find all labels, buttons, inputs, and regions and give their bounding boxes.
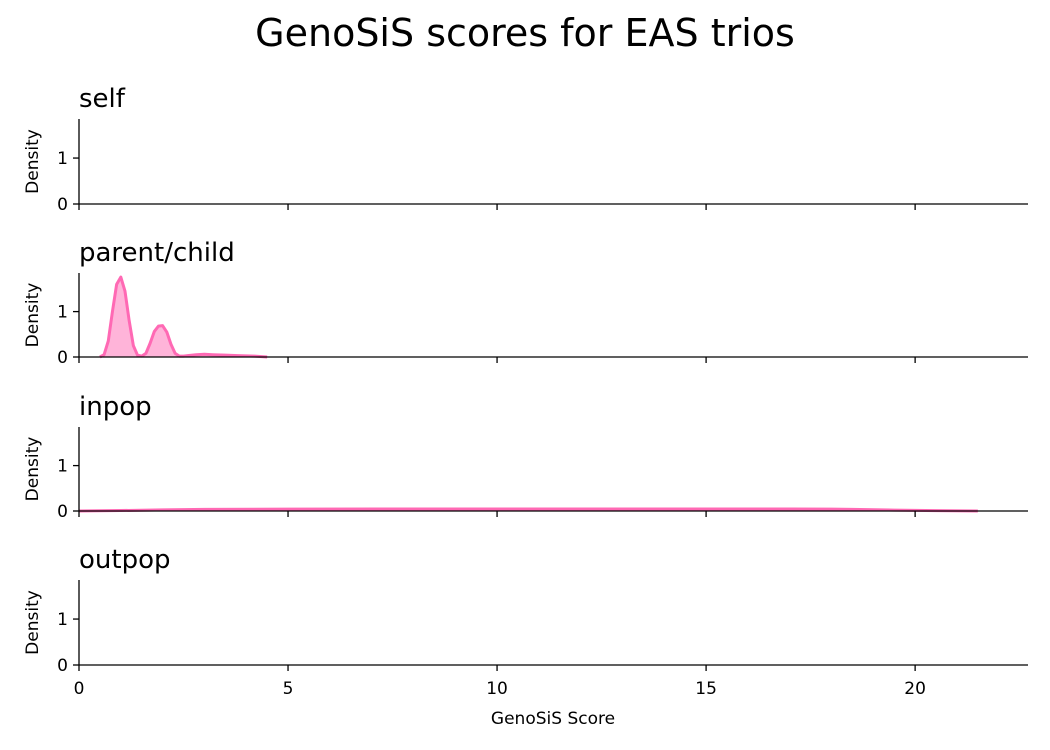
x-tick-label: 0 bbox=[74, 679, 85, 699]
panel-title: inpop bbox=[79, 392, 152, 422]
y-axis-label: Density bbox=[23, 437, 43, 502]
x-tick-label: 5 bbox=[283, 679, 294, 699]
panel-title: outpop bbox=[79, 545, 171, 575]
y-tick-label: 1 bbox=[57, 610, 68, 630]
y-tick-label: 0 bbox=[57, 502, 68, 522]
x-tick-label: 15 bbox=[695, 679, 717, 699]
y-tick-label: 1 bbox=[57, 303, 68, 323]
panel-title: self bbox=[79, 84, 126, 114]
panel-2: inpop Density 0 1 bbox=[23, 392, 1028, 522]
x-axis-label: GenoSiS Score bbox=[491, 709, 615, 729]
y-axis-label: Density bbox=[23, 590, 43, 655]
x-tick-label: 20 bbox=[904, 679, 926, 699]
density-line bbox=[99, 275, 268, 359]
y-axis-label: Density bbox=[23, 129, 43, 194]
y-tick-label: 0 bbox=[57, 656, 68, 676]
density-line bbox=[78, 507, 978, 513]
x-tick-label: 10 bbox=[486, 679, 508, 699]
y-tick-label: 0 bbox=[57, 348, 68, 368]
y-tick-label: 1 bbox=[57, 457, 68, 477]
y-tick-label: 1 bbox=[57, 149, 68, 169]
chart-title: GenoSiS scores for EAS trios bbox=[255, 11, 795, 55]
y-tick-label: 0 bbox=[57, 195, 68, 215]
panel-title: parent/child bbox=[79, 238, 235, 268]
panel-1: parent/child Density 0 1 bbox=[23, 238, 1028, 368]
y-axis-label: Density bbox=[23, 283, 43, 348]
panel-0: self Density 0 1 bbox=[23, 84, 1028, 215]
panels: self Density 0 1 parent/child Density 0 1 inpop D… bbox=[23, 84, 1028, 699]
